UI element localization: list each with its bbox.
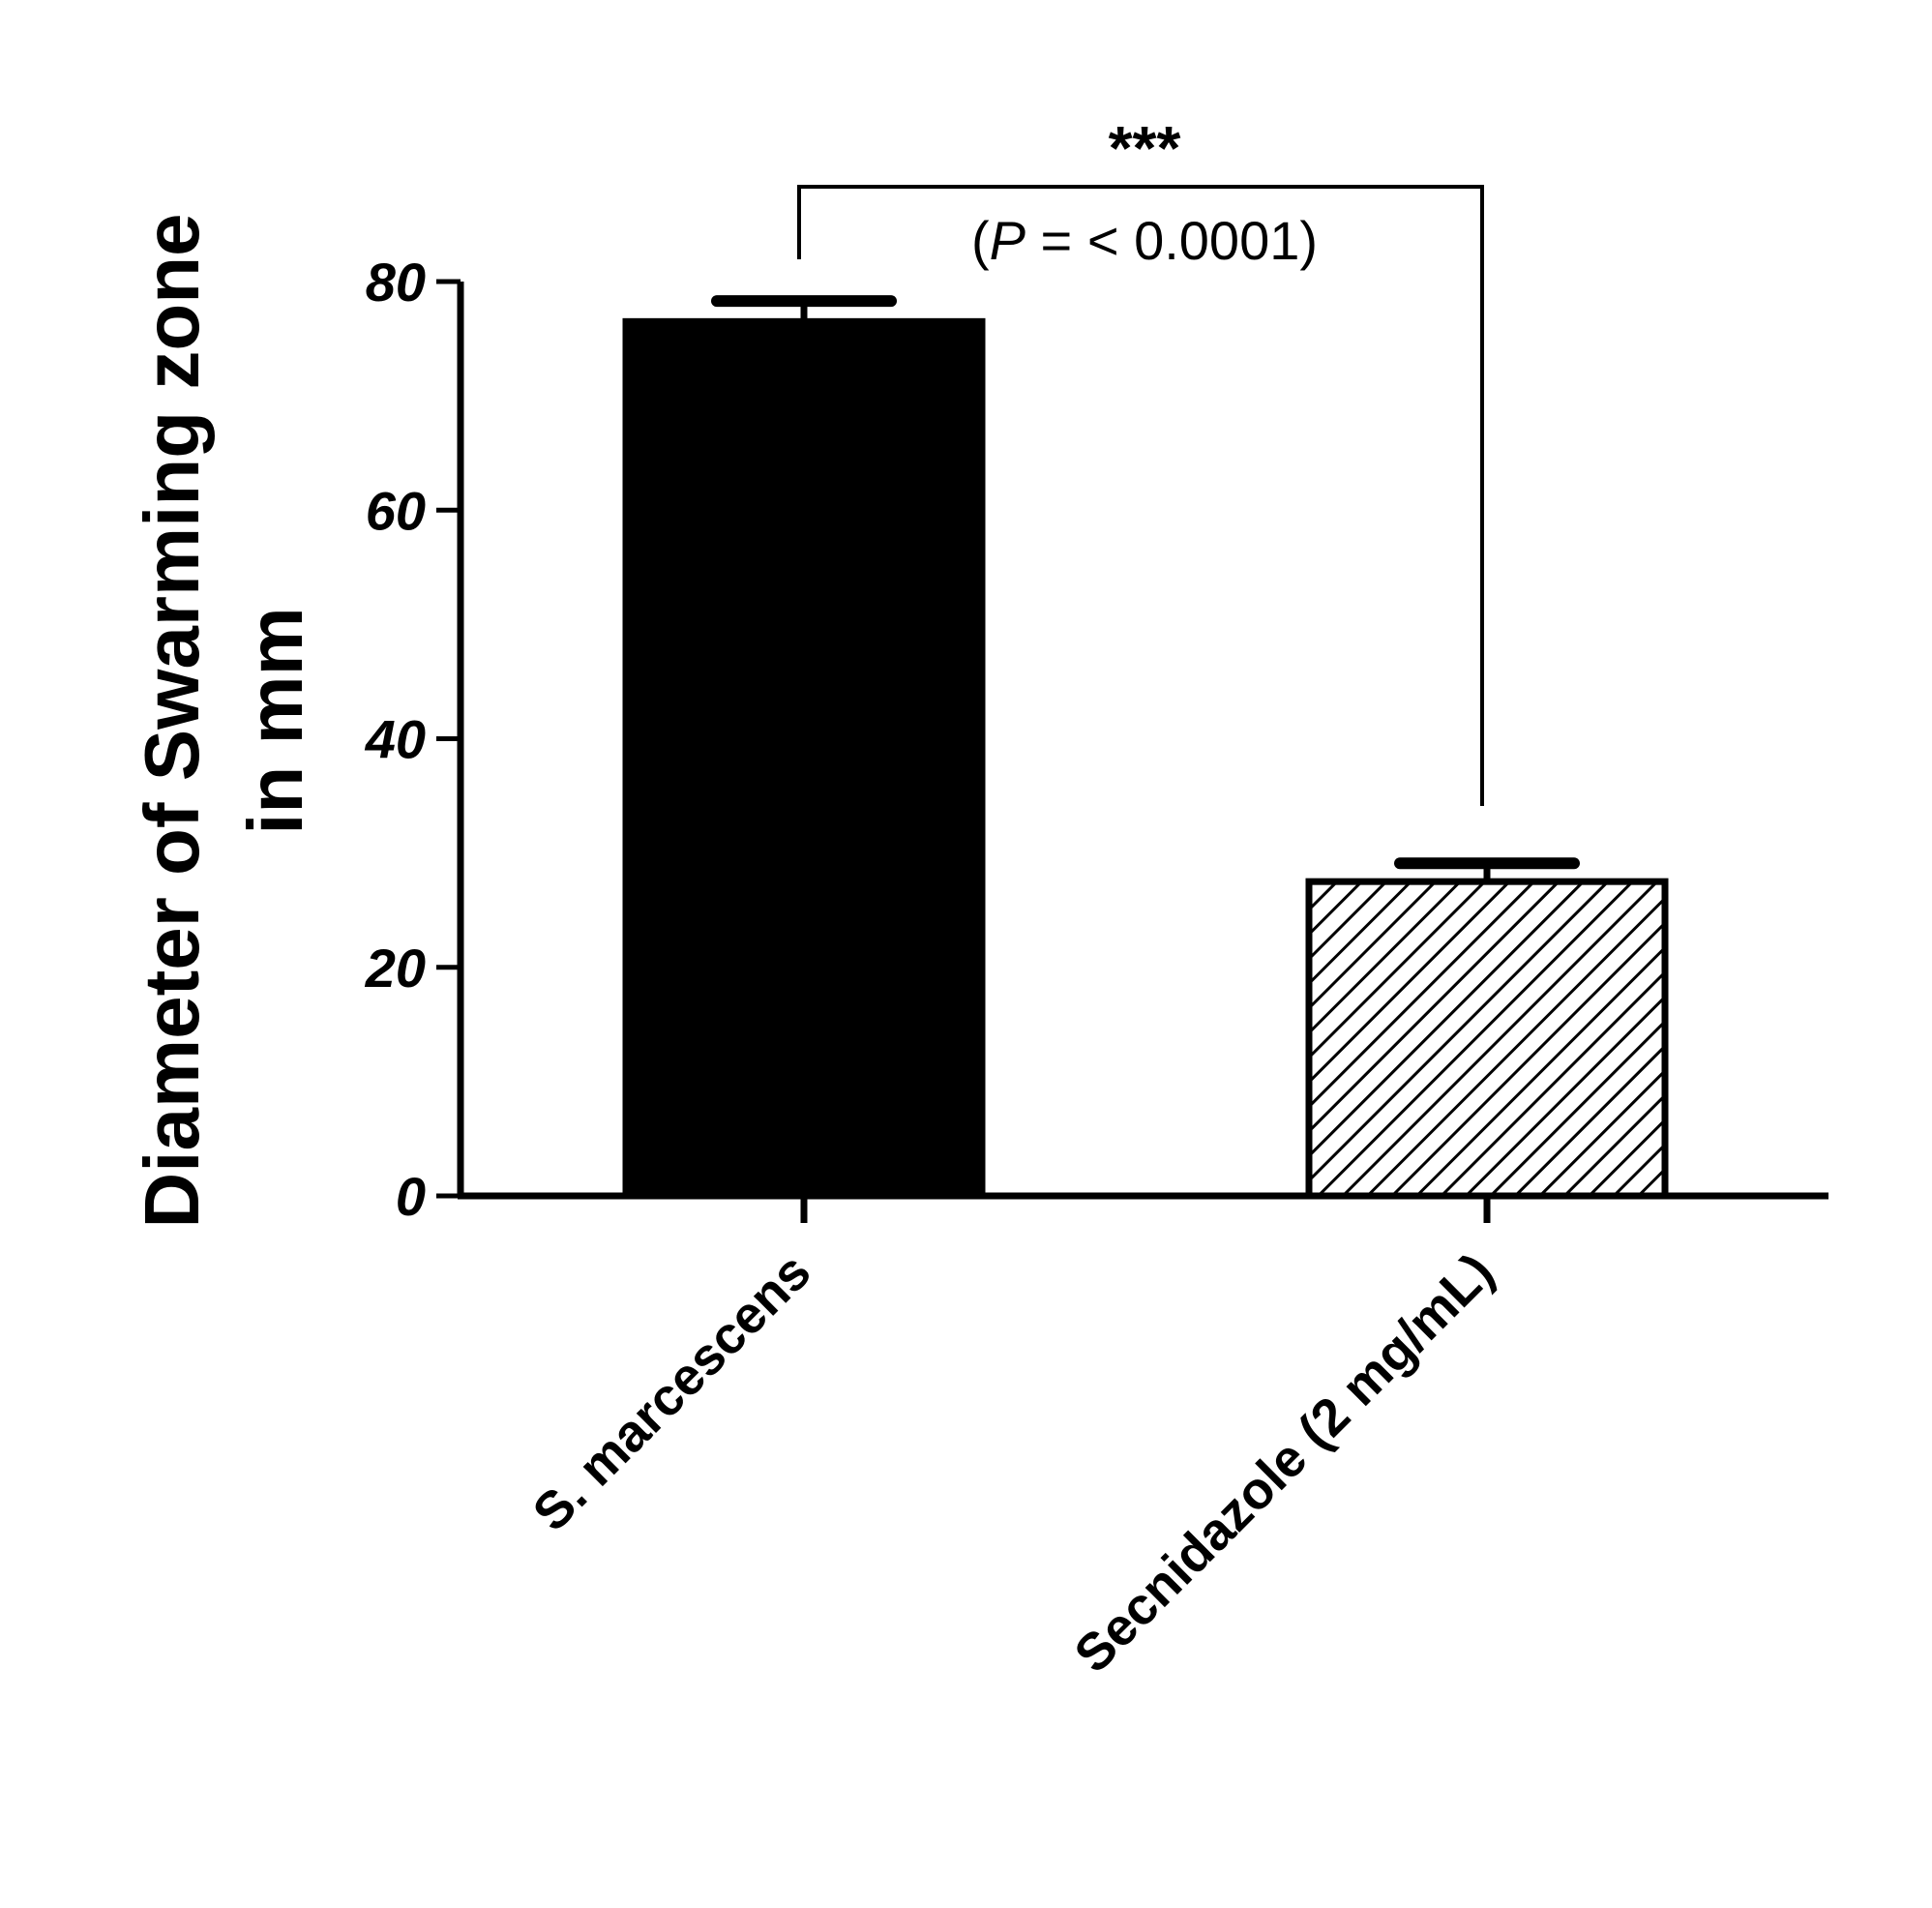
bracket-line — [797, 185, 1484, 806]
bar-1 — [1305, 878, 1669, 1200]
y-tick-label-4: 80 — [366, 252, 426, 313]
category-label-0: S. marcescens — [522, 1242, 822, 1542]
category-labels: S. marcescens Secnidazole (2 mg/mL) — [522, 1242, 1505, 1684]
y-tick-label-3: 60 — [366, 480, 426, 541]
p-value-label: (P = < 0.0001) — [971, 210, 1318, 271]
y-tick-label-2: 40 — [365, 709, 426, 770]
y-tick-label-0: 0 — [396, 1166, 426, 1227]
p-symbol: P — [990, 210, 1025, 271]
significance-stars: *** — [1109, 113, 1181, 183]
y-ticks: 0 20 40 60 80 — [365, 252, 461, 1227]
y-axis-title-line-1: Diameter of Swarming zone — [129, 213, 215, 1228]
bars — [622, 295, 1669, 1200]
significance-bracket: *** (P = < 0.0001) — [797, 113, 1484, 806]
category-label-1: Secnidazole (2 mg/mL) — [1063, 1242, 1504, 1684]
y-axis-title-line-2: in mm — [232, 607, 318, 835]
x-ticks — [800, 1196, 1491, 1223]
p-prefix: ( — [971, 210, 990, 271]
p-text: = < 0.0001) — [1025, 210, 1318, 271]
bar-0 — [622, 317, 986, 1200]
y-tick-label-1: 20 — [365, 938, 426, 999]
